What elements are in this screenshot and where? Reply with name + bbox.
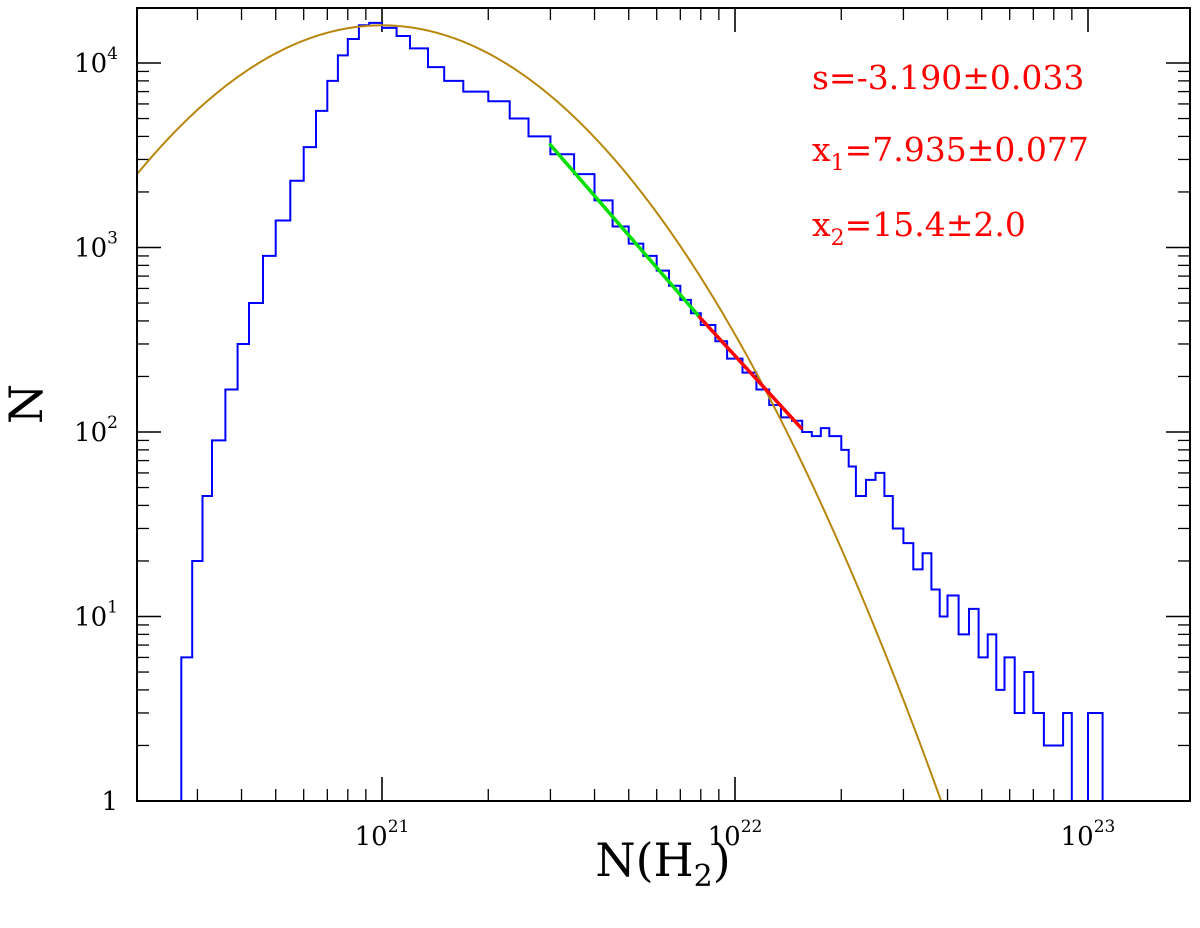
y-tick-label: 102 [74,413,118,448]
annotation-subscript: 2 [831,226,845,251]
y-tick-label-base: 1 [101,787,118,817]
y-axis-title: N [0,384,53,424]
annotation-text: x [812,130,831,169]
annotation-text: s=-3.190±0.033 [812,58,1084,97]
power-law-fit-red [697,315,803,430]
y-tick-label: 101 [74,598,118,633]
x-tick-label-base: 10 [1061,822,1094,852]
x-axis-title-close: ) [713,833,731,887]
x-tick-label-exponent: 22 [741,817,763,837]
y-tick-label: 104 [74,44,118,79]
annotation-slope: s=-3.190±0.033 [812,58,1084,97]
annotation-text: =15.4±2.0 [845,205,1026,244]
x-tick-label: 1021 [355,817,410,852]
series-layer [136,21,1113,802]
y-tick-label-base: 10 [74,49,107,79]
x-tick-label-exponent: 21 [388,817,410,837]
x-tick-label: 1022 [708,817,763,852]
x-axis-title: N(H2) [595,833,730,894]
y-tick-label: 1 [101,787,118,817]
histogram-step-line [169,21,1113,802]
plot-frame [136,7,1191,802]
x-tick-label-base: 10 [355,822,388,852]
y-tick-label-exponent: 2 [107,413,118,433]
lognormal-fit-curve [136,24,942,801]
y-tick-label-exponent: 4 [107,44,118,64]
y-tick-label: 103 [74,229,118,264]
annotation-text: x [812,205,831,244]
power-law-fit-green [548,143,702,319]
x-tick-label-base: 10 [708,822,741,852]
x-axis-title-main: N(H [595,833,693,887]
y-tick-label-exponent: 3 [107,229,118,249]
x-tick-label-exponent: 23 [1094,817,1116,837]
annotation-text: =7.935±0.077 [845,130,1089,169]
y-tick-label-base: 10 [74,418,107,448]
annotation-subscript: 1 [831,151,845,176]
y-tick-label-base: 10 [74,603,107,633]
x-tick-labels: 1021 1022 1023 [355,817,1116,852]
y-tick-label-base: 10 [74,234,107,264]
x-tick-label: 1023 [1061,817,1116,852]
y-tick-label-exponent: 1 [107,598,118,618]
annotation-x2: x2=15.4±2.0 [812,205,1026,251]
annotation-x1: x1=7.935±0.077 [812,130,1089,176]
x-axis-title-subscript: 2 [694,859,713,894]
plot-background [137,8,1190,801]
minor-ticks [137,8,1190,801]
